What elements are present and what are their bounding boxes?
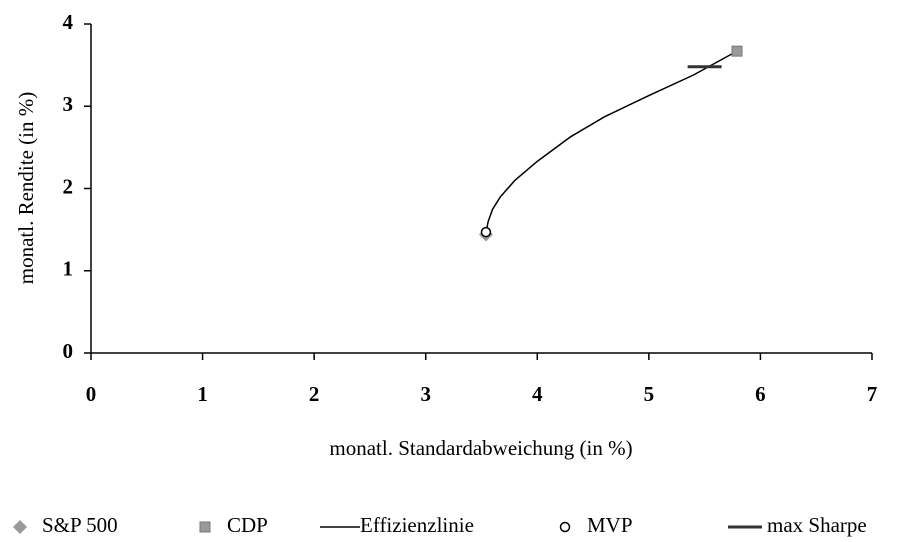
y-tick-label: 1 <box>63 257 74 281</box>
legend-marker <box>199 521 211 533</box>
y-tick-label: 3 <box>63 92 74 116</box>
x-tick-label: 6 <box>755 382 766 406</box>
x-axis-title: monatl. Standardabweichung (in %) <box>329 436 632 460</box>
legend-label: MVP <box>587 513 633 537</box>
x-tick-label: 7 <box>867 382 878 406</box>
x-tick-label: 5 <box>644 382 655 406</box>
x-tick-label: 2 <box>309 382 320 406</box>
y-tick-label: 0 <box>63 339 74 363</box>
legend-label: CDP <box>227 513 268 537</box>
legend-label: Effizienzlinie <box>360 513 474 537</box>
x-tick-label: 1 <box>197 382 208 406</box>
x-tick-label: 3 <box>420 382 431 406</box>
legend-marker <box>13 520 27 534</box>
legend-label: max Sharpe <box>767 513 867 537</box>
frontier-line <box>485 50 738 233</box>
point <box>731 45 743 57</box>
y-tick-label: 2 <box>63 174 74 198</box>
point <box>480 226 492 238</box>
x-tick-label: 0 <box>86 382 97 406</box>
y-axis-title: monatl. Rendite (in %) <box>14 92 38 284</box>
y-tick-label: 4 <box>63 10 74 34</box>
legend-marker <box>559 521 571 533</box>
x-tick-label: 4 <box>532 382 543 406</box>
legend-label: S&P 500 <box>42 513 118 537</box>
